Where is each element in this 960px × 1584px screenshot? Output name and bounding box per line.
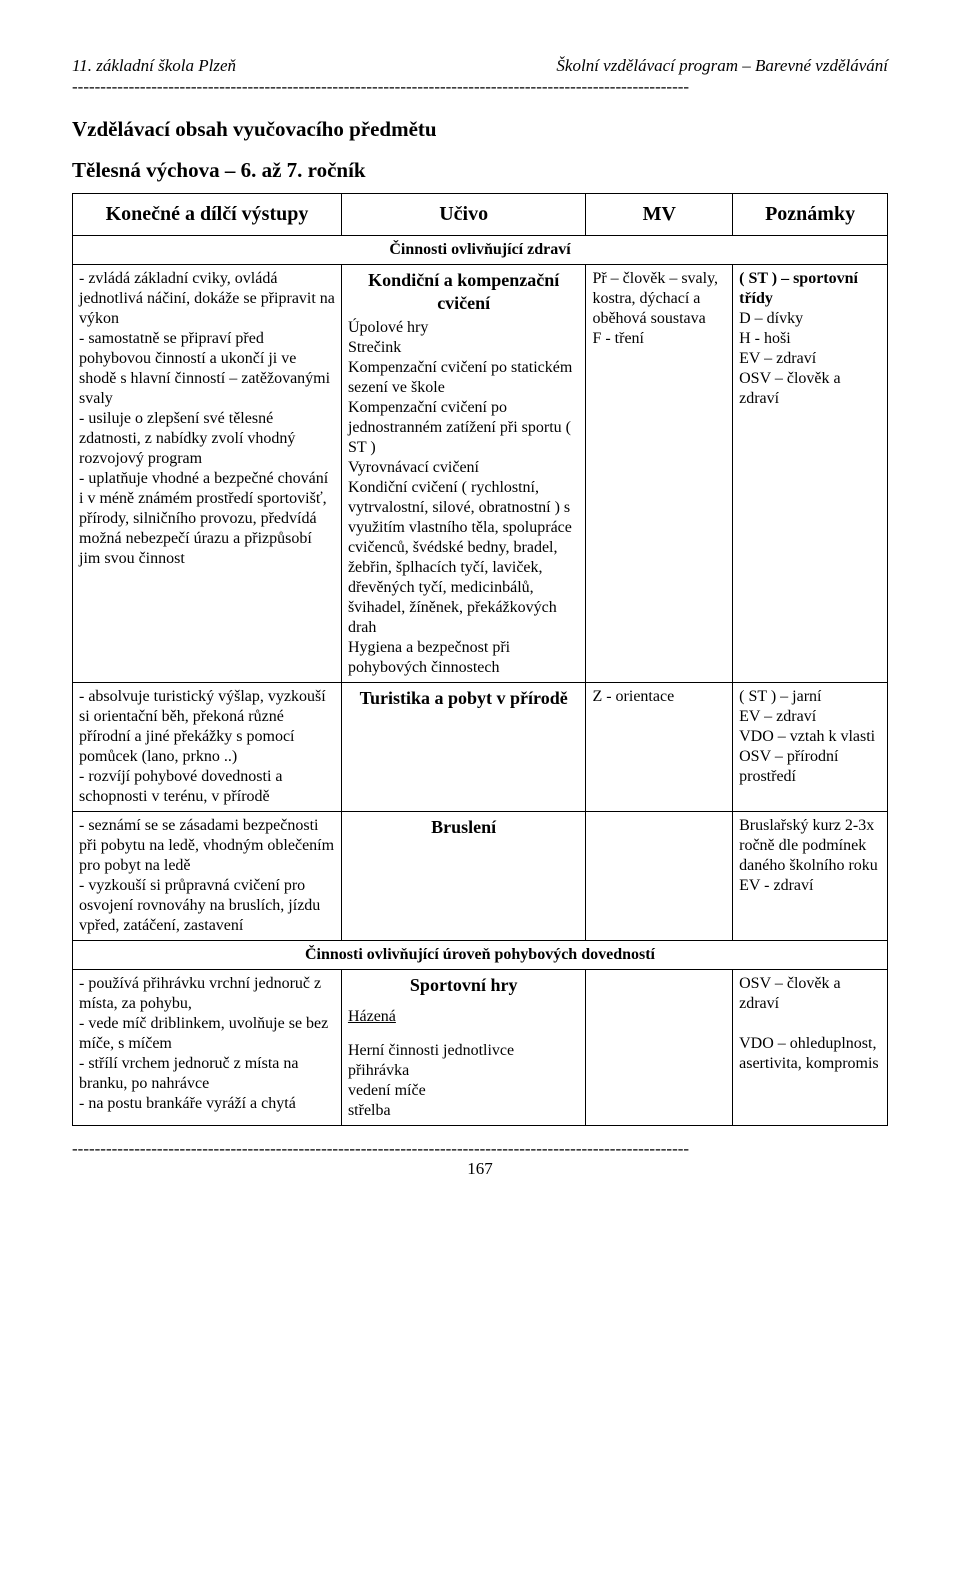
header-separator: ----------------------------------------… bbox=[72, 78, 888, 95]
subheading: Kondiční a kompenzační cvičení bbox=[348, 269, 580, 318]
band-heading: Činnosti ovlivňující úroveň pohybových d… bbox=[73, 941, 888, 970]
col-header-outcomes: Konečné a dílčí výstupy bbox=[73, 194, 342, 236]
header-left: 11. základní škola Plzeň bbox=[72, 56, 236, 76]
table-row: - absolvuje turistický výšlap, vyzkouší … bbox=[73, 683, 888, 812]
cell-content-text: Herní činnosti jednotlivcepřihrávkaveden… bbox=[348, 1041, 580, 1121]
footer-separator: ----------------------------------------… bbox=[72, 1140, 888, 1157]
header-right: Školní vzdělávací program – Barevné vzdě… bbox=[556, 56, 888, 76]
cell-outcomes-text: - seznámí se se zásadami bezpečnosti při… bbox=[79, 816, 335, 936]
cell-outcomes: - absolvuje turistický výšlap, vyzkouší … bbox=[73, 683, 342, 812]
cell-content: Sportovní hry Házená Herní činnosti jedn… bbox=[341, 970, 586, 1126]
cell-notes: Bruslařský kurz 2-3x ročně dle podmínek … bbox=[733, 812, 888, 941]
cell-content: Turistika a pobyt v přírodě bbox=[341, 683, 586, 812]
cell-notes: ( ST ) – sportovní třídy D – dívkyH - ho… bbox=[733, 265, 888, 683]
table-header-row: Konečné a dílčí výstupy Učivo MV Poznámk… bbox=[73, 194, 888, 236]
cell-outcomes: - seznámí se se zásadami bezpečnosti při… bbox=[73, 812, 342, 941]
cell-mv-text: Z - orientace bbox=[592, 687, 726, 707]
cell-outcomes-text: - zvládá základní cviky, ovládá jednotli… bbox=[79, 269, 335, 569]
cell-content-heading: Házená bbox=[348, 1007, 580, 1027]
table-row: - zvládá základní cviky, ovládá jednotli… bbox=[73, 265, 888, 683]
cell-mv: Z - orientace bbox=[586, 683, 733, 812]
subheading: Turistika a pobyt v přírodě bbox=[348, 687, 580, 714]
col-header-mv: MV bbox=[586, 194, 733, 236]
col-header-content: Učivo bbox=[341, 194, 586, 236]
spacer bbox=[348, 1027, 580, 1041]
cell-notes-bold: ( ST ) – sportovní třídy bbox=[739, 270, 858, 307]
band-row: Činnosti ovlivňující zdraví bbox=[73, 236, 888, 265]
subject-line: Tělesná výchova – 6. až 7. ročník bbox=[72, 158, 888, 183]
cell-outcomes-text: - používá přihrávku vrchní jednoruč z mí… bbox=[79, 974, 335, 1114]
table-row: - seznámí se se zásadami bezpečnosti při… bbox=[73, 812, 888, 941]
cell-outcomes: - zvládá základní cviky, ovládá jednotli… bbox=[73, 265, 342, 683]
cell-content: Bruslení bbox=[341, 812, 586, 941]
cell-notes: ( ST ) – jarníEV – zdravíVDO – vztah k v… bbox=[733, 683, 888, 812]
cell-notes-text: OSV – člověk a zdravíVDO – ohleduplnost,… bbox=[739, 974, 881, 1074]
cell-mv bbox=[586, 970, 733, 1126]
subheading: Sportovní hry bbox=[348, 974, 580, 1001]
footer: ----------------------------------------… bbox=[72, 1140, 888, 1179]
cell-outcomes: - používá přihrávku vrchní jednoruč z mí… bbox=[73, 970, 342, 1126]
cell-notes: OSV – člověk a zdravíVDO – ohleduplnost,… bbox=[733, 970, 888, 1126]
band-row: Činnosti ovlivňující úroveň pohybových d… bbox=[73, 941, 888, 970]
cell-mv: Př – člověk – svaly, kostra, dýchací a o… bbox=[586, 265, 733, 683]
band-heading: Činnosti ovlivňující zdraví bbox=[73, 236, 888, 265]
cell-mv-text: Př – člověk – svaly, kostra, dýchací a o… bbox=[592, 269, 726, 349]
cell-notes-text: Bruslařský kurz 2-3x ročně dle podmínek … bbox=[739, 816, 881, 896]
section-title: Vzdělávací obsah vyučovacího předmětu bbox=[72, 117, 888, 142]
cell-content-text: Úpolové hryStrečinkKompenzační cvičení p… bbox=[348, 318, 580, 678]
cell-mv bbox=[586, 812, 733, 941]
document-page: 11. základní škola Plzeň Školní vzděláva… bbox=[0, 0, 960, 1219]
cell-notes-rest: D – dívkyH - hošiEV – zdravíOSV – člověk… bbox=[739, 310, 840, 407]
cell-content: Kondiční a kompenzační cvičení Úpolové h… bbox=[341, 265, 586, 683]
cell-notes-text: ( ST ) – jarníEV – zdravíVDO – vztah k v… bbox=[739, 687, 881, 787]
cell-outcomes-text: - absolvuje turistický výšlap, vyzkouší … bbox=[79, 687, 335, 807]
curriculum-table: Konečné a dílčí výstupy Učivo MV Poznámk… bbox=[72, 193, 888, 1126]
col-header-notes: Poznámky bbox=[733, 194, 888, 236]
table-row: - používá přihrávku vrchní jednoruč z mí… bbox=[73, 970, 888, 1126]
page-number: 167 bbox=[72, 1159, 888, 1179]
subheading: Bruslení bbox=[348, 816, 580, 843]
running-header: 11. základní škola Plzeň Školní vzděláva… bbox=[72, 56, 888, 76]
